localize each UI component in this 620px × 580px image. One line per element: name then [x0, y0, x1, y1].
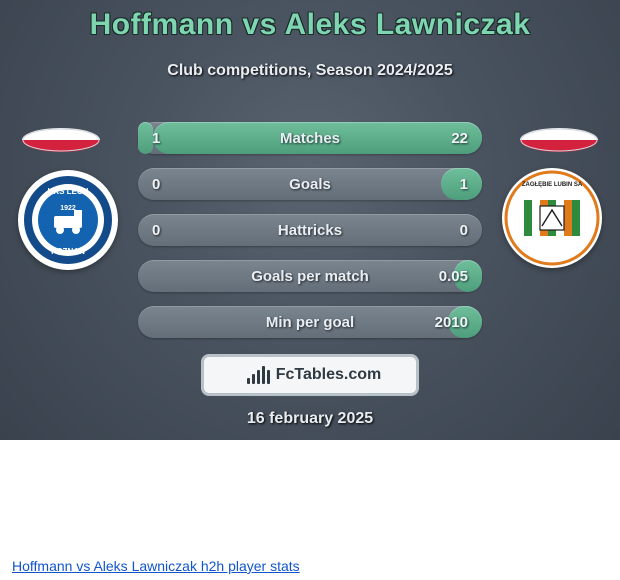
brand-text: FcTables.com	[276, 366, 382, 384]
stat-bar: 00Hattricks	[138, 214, 482, 246]
date-caption: 16 february 2025	[0, 410, 620, 428]
svg-text:POZNAŃ: POZNAŃ	[51, 247, 85, 256]
page-subtitle: Club competitions, Season 2024/2025	[0, 62, 620, 80]
svg-text:KKS LECH: KKS LECH	[48, 187, 89, 196]
stat-bar: 2010Min per goal	[138, 306, 482, 338]
stat-bar: 0.05Goals per match	[138, 260, 482, 292]
svg-text:ZAGŁĘBIE LUBIN SA: ZAGŁĘBIE LUBIN SA	[522, 182, 583, 188]
player-right-flag	[520, 128, 598, 152]
stat-label: Goals per match	[138, 260, 482, 292]
player-right-club-crest: ZAGŁĘBIE LUBIN SA	[502, 168, 602, 268]
stat-bar: 122Matches	[138, 122, 482, 154]
stat-label: Hattricks	[138, 214, 482, 246]
stats-bars: 122Matches 01Goals 00Hattricks 0.05Goals pe…	[138, 122, 482, 352]
brand-bars-icon	[239, 366, 270, 384]
brand-box: FcTables.com	[201, 354, 419, 396]
stat-label: Matches	[138, 122, 482, 154]
stat-bar: 01Goals	[138, 168, 482, 200]
h2h-stats-link[interactable]: Hoffmann vs Aleks Lawniczak h2h player s…	[12, 558, 300, 574]
stat-label: Min per goal	[138, 306, 482, 338]
player-left-club-crest: KKS LECH POZNAŃ 1922	[18, 170, 118, 270]
stat-label: Goals	[138, 168, 482, 200]
player-left-flag	[22, 128, 100, 152]
page-title: Hoffmann vs Aleks Lawniczak	[0, 8, 620, 42]
svg-text:1922: 1922	[60, 205, 76, 212]
